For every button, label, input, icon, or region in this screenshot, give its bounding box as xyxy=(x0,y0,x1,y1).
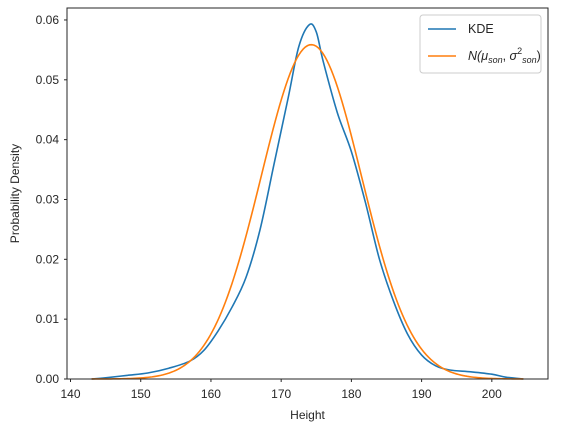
x-tick-label: 200 xyxy=(482,387,502,401)
legend-normal-sep: , xyxy=(503,49,510,63)
axes-frame xyxy=(66,7,549,380)
y-tick-label: 0.02 xyxy=(36,252,60,266)
legend-label-kde: KDE xyxy=(468,22,494,36)
series-lines xyxy=(91,23,524,380)
y-axis-ticks: 0.00 0.01 0.02 0.03 0.04 0.05 0.06 xyxy=(36,13,67,386)
series-line-normal xyxy=(91,43,524,380)
legend-normal-prefix: N( xyxy=(468,49,483,63)
y-tick-label: 0.04 xyxy=(36,133,60,147)
x-axis-ticks: 140 150 160 170 180 190 200 xyxy=(60,379,502,401)
plot-area xyxy=(66,7,549,380)
x-tick-label: 140 xyxy=(60,387,80,401)
y-tick-label: 0.03 xyxy=(36,192,60,206)
y-tick-label: 0.01 xyxy=(36,312,60,326)
legend-label-normal: N(μson, σ2son) xyxy=(468,46,541,65)
legend-normal-sigma-sup: 2 xyxy=(517,46,522,56)
y-tick-label: 0.00 xyxy=(36,372,60,386)
y-tick-label: 0.05 xyxy=(36,73,60,87)
legend-normal-mu-sub: son xyxy=(488,55,503,65)
legend: KDE N(μson, σ2son) xyxy=(419,14,542,74)
legend-normal-suffix: ) xyxy=(537,49,541,63)
legend-normal-mu: μ xyxy=(480,49,488,63)
y-tick-label: 0.06 xyxy=(36,13,60,27)
x-tick-label: 160 xyxy=(201,387,221,401)
x-tick-label: 170 xyxy=(271,387,291,401)
x-tick-label: 180 xyxy=(341,387,361,401)
x-axis-label: Height xyxy=(290,408,325,422)
y-axis-label: Probability Density xyxy=(8,144,22,243)
x-tick-label: 190 xyxy=(412,387,432,401)
x-tick-label: 150 xyxy=(131,387,151,401)
legend-normal-sigma-sub: son xyxy=(522,55,537,65)
legend-normal-sigma: σ xyxy=(510,49,518,63)
